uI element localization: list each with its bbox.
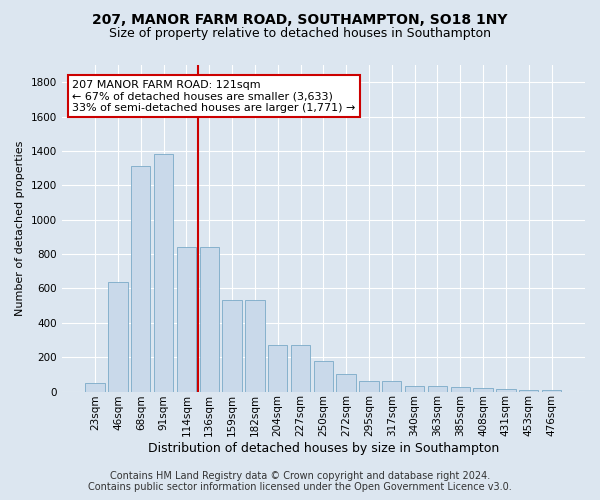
Bar bbox=[359, 381, 379, 392]
Bar bbox=[473, 388, 493, 392]
Bar bbox=[200, 247, 219, 392]
Y-axis label: Number of detached properties: Number of detached properties bbox=[15, 140, 25, 316]
Bar bbox=[245, 300, 265, 392]
Bar bbox=[542, 390, 561, 392]
Bar bbox=[223, 300, 242, 392]
Bar bbox=[337, 374, 356, 392]
Bar bbox=[496, 389, 515, 392]
Bar bbox=[405, 386, 424, 392]
Text: 207, MANOR FARM ROAD, SOUTHAMPTON, SO18 1NY: 207, MANOR FARM ROAD, SOUTHAMPTON, SO18 … bbox=[92, 12, 508, 26]
Bar bbox=[519, 390, 538, 392]
Bar bbox=[108, 282, 128, 392]
Bar bbox=[314, 360, 333, 392]
Bar bbox=[131, 166, 151, 392]
X-axis label: Distribution of detached houses by size in Southampton: Distribution of detached houses by size … bbox=[148, 442, 499, 455]
Bar bbox=[154, 154, 173, 392]
Bar bbox=[382, 381, 401, 392]
Text: Size of property relative to detached houses in Southampton: Size of property relative to detached ho… bbox=[109, 28, 491, 40]
Text: Contains HM Land Registry data © Crown copyright and database right 2024.
Contai: Contains HM Land Registry data © Crown c… bbox=[88, 471, 512, 492]
Text: 207 MANOR FARM ROAD: 121sqm
← 67% of detached houses are smaller (3,633)
33% of : 207 MANOR FARM ROAD: 121sqm ← 67% of det… bbox=[72, 80, 356, 113]
Bar bbox=[177, 247, 196, 392]
Bar bbox=[291, 345, 310, 392]
Bar bbox=[451, 387, 470, 392]
Bar bbox=[268, 345, 287, 392]
Bar bbox=[85, 383, 105, 392]
Bar bbox=[428, 386, 447, 392]
